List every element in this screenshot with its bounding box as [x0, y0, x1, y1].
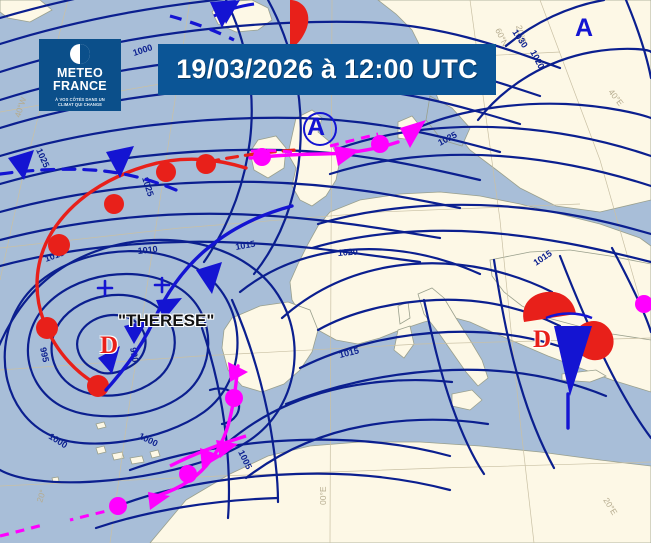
fronts-mediterranean-low	[523, 291, 614, 430]
occluded-front-aegean	[635, 295, 651, 313]
fronts-iceland	[213, 0, 309, 48]
logo-tagline-2: CLIMAT QUI CHANGE	[57, 102, 103, 108]
svg-text:20°: 20°	[34, 488, 47, 503]
logo-tagline-1: À VOS CÔTÉS DANS UN	[55, 97, 105, 102]
svg-text:995: 995	[38, 346, 51, 363]
svg-text:1020: 1020	[337, 247, 358, 258]
occluded-front-morocco	[169, 434, 247, 468]
occluded-front-north-sea	[245, 120, 426, 166]
svg-text:1010: 1010	[137, 244, 158, 256]
cold-front-atlantic	[98, 204, 294, 392]
occluded-front-iberia	[69, 362, 248, 522]
svg-text:00°E: 00°E	[318, 486, 328, 505]
meteo-france-circle-logo-icon	[70, 44, 90, 64]
datetime-banner: 19/03/2026 à 12:00 UTC	[158, 44, 496, 95]
datetime-label: 19/03/2026 à 12:00 UTC	[176, 54, 478, 84]
logo-line-1: METEO	[57, 66, 103, 80]
high-pressure-circle-uk	[303, 112, 337, 146]
warm-front-atlantic	[35, 148, 298, 397]
occluded-front-southwest	[0, 522, 47, 538]
meteo-france-logo[interactable]: METEO FRANCE À VOS CÔTÉS DANS UN CLIMAT …	[39, 39, 121, 111]
logo-line-2: FRANCE	[53, 78, 107, 93]
svg-text:1015: 1015	[235, 239, 256, 252]
svg-text:1015: 1015	[338, 345, 360, 360]
